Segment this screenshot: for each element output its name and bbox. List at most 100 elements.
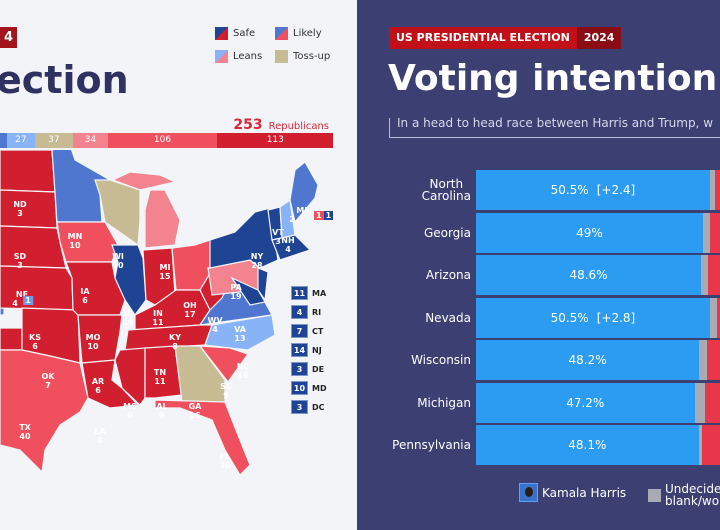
state-ks [0, 265, 74, 311]
legend-leans: Leans [215, 50, 262, 63]
bar: 48.2% [476, 340, 720, 380]
state-label-me: ME 2 [289, 206, 310, 224]
state-label-tx: TX 40 [19, 423, 31, 441]
state-label-vt: VT 3 [272, 228, 284, 246]
bar-row: North Carolina 50.5% [+2.4] [357, 170, 720, 212]
bar-row: Nevada 50.5% [+2.8] [357, 297, 720, 340]
state-label-ny: NY 28 [250, 252, 264, 270]
state-mi [144, 189, 181, 249]
state-label-sd: SD 3 [13, 252, 27, 270]
legend-swatch [215, 50, 228, 63]
voting-intention-panel: US PRESIDENTIAL ELECTION 2024 Voting inte… [357, 0, 720, 530]
chart-subtitle: In a head to head race between Harris an… [397, 116, 714, 130]
state-label-in: IN 11 [152, 309, 164, 327]
state-ia [56, 221, 119, 263]
legend-label: Safe [233, 28, 256, 39]
ev-segment: 37 [34, 133, 73, 148]
undecided-bar [698, 425, 703, 465]
small-state-ri: 4 RI [291, 305, 321, 319]
ev-segment: 34 [72, 133, 108, 148]
state-sd [0, 189, 58, 229]
rep-total-value: 253 [233, 117, 263, 133]
legend-swatch [275, 27, 288, 40]
state-name: Wisconsin [411, 353, 471, 367]
trump-bar [704, 382, 720, 423]
state-sc [198, 345, 249, 384]
small-state-md: 10 MD [291, 381, 327, 395]
harris-bar: 50.5% [+2.4] [476, 170, 710, 210]
harris-bar: 47.2% [476, 382, 695, 423]
us-map [0, 150, 319, 476]
small-state-ct: 7 CT [291, 324, 323, 338]
state-label-fl: FL 30 [219, 452, 231, 470]
state-wi [94, 179, 141, 247]
legend-swatch [215, 27, 228, 40]
ev-segment: 113 [217, 133, 334, 148]
bar: 48.1% [476, 425, 720, 465]
state-label-va: VA 13 [234, 325, 246, 343]
state-name: Georgia [423, 225, 471, 240]
bar-row: Wisconsin 48.2% [357, 340, 720, 382]
trump-bar [706, 340, 720, 380]
bar-row: Michigan 47.2% [357, 382, 720, 425]
state-label-nd: ND 3 [13, 200, 27, 218]
state-label-tn: TN 11 [153, 368, 167, 386]
legend-safe: Safe [215, 27, 255, 40]
legend-undecided: Undecide blank/wo [648, 483, 720, 507]
state-nd [0, 150, 56, 193]
legend-label: Toss-up [293, 51, 331, 62]
republican-total: 253 Republicans [233, 117, 329, 133]
state-name: Pennsylvania [392, 438, 471, 452]
bar-row: Arizona 48.6% [357, 255, 720, 297]
state-label-ia: IA 6 [80, 287, 90, 305]
undecided-bar [702, 212, 710, 253]
harris-bar: 50.5% [+2.8] [476, 297, 710, 338]
state-name: Arizona [425, 268, 471, 282]
state-label-mn: MN 10 [67, 232, 83, 250]
rep-total-label: Republicans [268, 121, 329, 132]
ne-district-label: 1 [23, 296, 33, 305]
state-label-ga: GA 16 [188, 402, 202, 420]
electoral-map-panel: 4 ection Safe Likely Leans Toss-up 253 Repub… [0, 0, 357, 530]
undecided-bar [709, 297, 718, 338]
chart-title: Voting intention [388, 58, 718, 99]
bar: 50.5% [+2.4] [476, 170, 720, 210]
bar: 49% [476, 212, 720, 253]
bar-row: Pennsylvania 48.1% [357, 425, 720, 467]
legend-swatch [275, 50, 288, 63]
ev-segment: 106 [107, 133, 218, 148]
subtitle-bracket [389, 118, 720, 138]
trump-bar [717, 297, 720, 338]
undecided-bar [694, 382, 705, 423]
state-label-oh: OH 17 [183, 301, 197, 319]
bar: 47.2% [476, 382, 720, 423]
state-al [144, 345, 183, 399]
state-me [289, 161, 319, 224]
state-label-il: IL 19 [122, 309, 134, 327]
undecided-bar [701, 255, 709, 295]
state-label-wi: WI 10 [112, 252, 124, 270]
ev-segment [0, 133, 7, 148]
trump-bar [715, 170, 720, 210]
harris-photo-icon [519, 483, 538, 502]
state-name: North Carolina [421, 177, 471, 203]
trump-bar [708, 255, 720, 295]
state-ok [0, 327, 23, 351]
ev-segment: 27 [7, 133, 35, 148]
state-mi-up [111, 171, 177, 191]
small-state-ma: 11 MA [291, 286, 326, 300]
small-state-dc: 3 DC [291, 400, 325, 414]
state-label-pa: PA 19 [230, 283, 242, 301]
state-ny [209, 207, 279, 269]
state-nj [257, 267, 269, 302]
legend-label: Likely [293, 28, 322, 39]
bar-rows: North Carolina 50.5% [+2.4] Georgia 49% A… [357, 170, 720, 468]
harris-bar: 48.6% [476, 255, 702, 295]
undecided-bar [699, 340, 707, 380]
legend-likely: Likely [275, 27, 322, 40]
state-label-la: LA 8 [94, 427, 106, 445]
state-la [81, 359, 140, 409]
election-tag: US PRESIDENTIAL ELECTION 2024 [389, 27, 622, 49]
bar: 50.5% [+2.8] [476, 297, 720, 338]
state-label-ne: NE 4 [12, 290, 29, 308]
